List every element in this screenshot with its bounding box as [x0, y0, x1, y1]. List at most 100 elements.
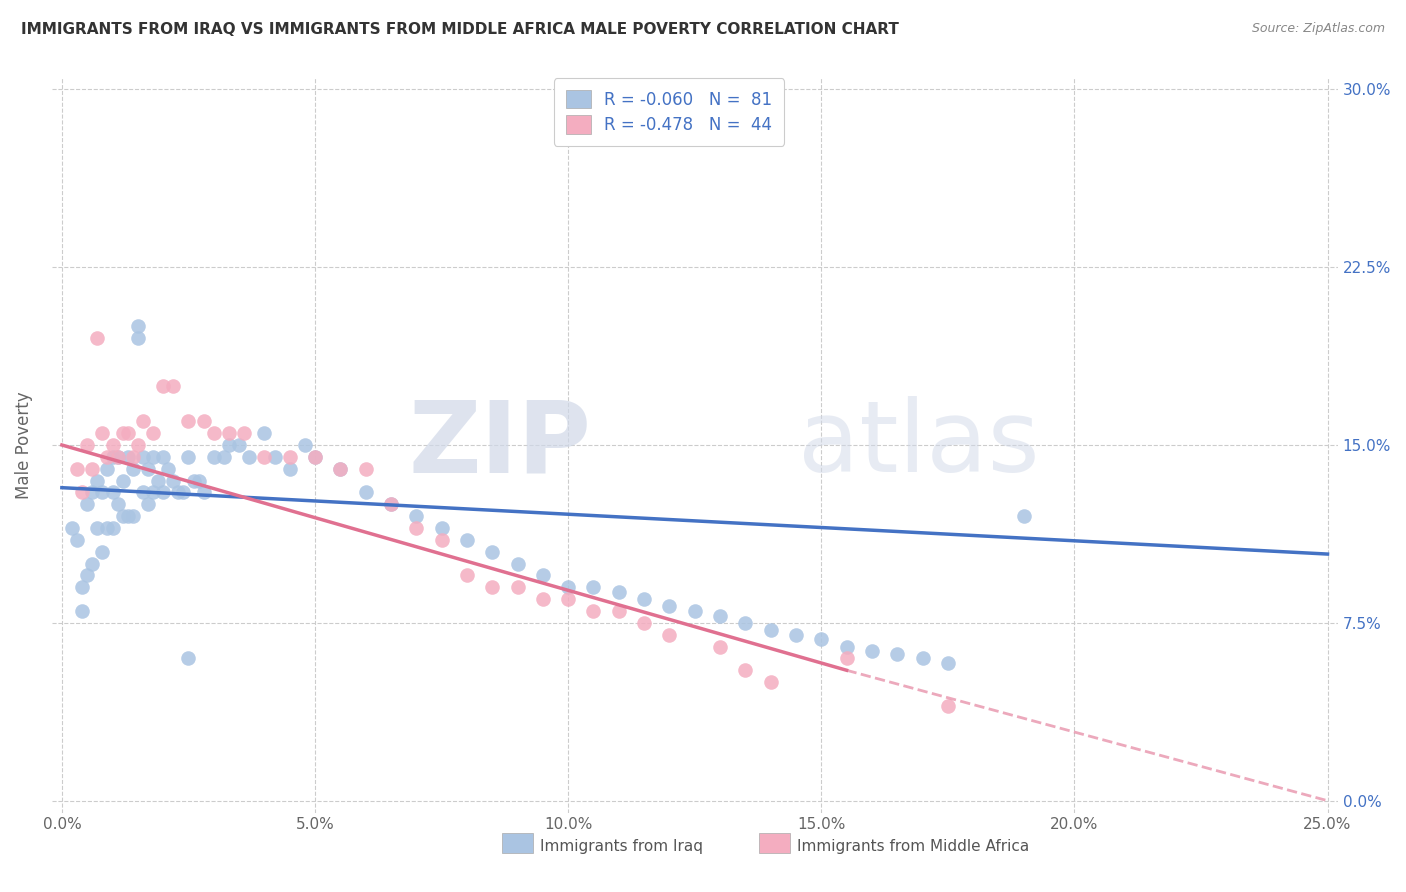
Point	[456, 533, 478, 547]
Point	[70, 580, 93, 594]
Point	[142, 426, 165, 441]
Point	[835, 640, 858, 654]
Point	[101, 450, 124, 464]
Point	[531, 568, 554, 582]
Point	[162, 378, 184, 392]
Point	[860, 644, 883, 658]
Point	[132, 450, 155, 464]
Point	[127, 331, 149, 345]
Point	[132, 414, 155, 428]
Point	[152, 485, 174, 500]
Text: Immigrants from Middle Africa: Immigrants from Middle Africa	[797, 839, 1029, 854]
Point	[607, 604, 630, 618]
Point	[96, 521, 118, 535]
Point	[152, 378, 174, 392]
Point	[658, 599, 681, 614]
Point	[238, 450, 260, 464]
Point	[101, 438, 124, 452]
Point	[304, 450, 326, 464]
Point	[202, 426, 225, 441]
Point	[132, 485, 155, 500]
Point	[936, 656, 959, 670]
Point	[278, 461, 301, 475]
Point	[835, 651, 858, 665]
Point	[101, 485, 124, 500]
Point	[683, 604, 706, 618]
Point	[177, 450, 200, 464]
Legend: R = -0.060   N =  81, R = -0.478   N =  44: R = -0.060 N = 81, R = -0.478 N = 44	[554, 78, 785, 145]
Point	[117, 450, 139, 464]
Point	[91, 544, 114, 558]
Point	[633, 615, 655, 630]
Point	[76, 438, 98, 452]
Point	[329, 461, 352, 475]
Point	[152, 450, 174, 464]
Point	[111, 474, 134, 488]
Y-axis label: Male Poverty: Male Poverty	[15, 392, 32, 499]
Point	[202, 450, 225, 464]
Text: Source: ZipAtlas.com: Source: ZipAtlas.com	[1251, 22, 1385, 36]
Point	[76, 568, 98, 582]
Point	[76, 497, 98, 511]
Point	[121, 461, 143, 475]
Point	[911, 651, 934, 665]
Point	[136, 461, 159, 475]
Point	[187, 474, 209, 488]
Point	[278, 450, 301, 464]
Point	[107, 497, 129, 511]
Point	[304, 450, 326, 464]
Point	[759, 623, 782, 637]
Point	[117, 426, 139, 441]
Point	[66, 533, 89, 547]
Point	[70, 485, 93, 500]
Point	[263, 450, 285, 464]
Text: IMMIGRANTS FROM IRAQ VS IMMIGRANTS FROM MIDDLE AFRICA MALE POVERTY CORRELATION C: IMMIGRANTS FROM IRAQ VS IMMIGRANTS FROM …	[21, 22, 898, 37]
Point	[142, 450, 165, 464]
Point	[193, 485, 215, 500]
Point	[430, 533, 453, 547]
Point	[177, 414, 200, 428]
Text: ZIP: ZIP	[409, 396, 592, 493]
Point	[253, 450, 276, 464]
Point	[117, 509, 139, 524]
Point	[101, 521, 124, 535]
Point	[66, 461, 89, 475]
Point	[111, 426, 134, 441]
Point	[96, 461, 118, 475]
Point	[456, 568, 478, 582]
Point	[658, 628, 681, 642]
Point	[218, 438, 240, 452]
Point	[86, 474, 108, 488]
Point	[121, 509, 143, 524]
Point	[96, 450, 118, 464]
Point	[582, 604, 605, 618]
Point	[183, 474, 205, 488]
Point	[193, 414, 215, 428]
Point	[107, 450, 129, 464]
Point	[86, 331, 108, 345]
Point	[531, 592, 554, 607]
Point	[405, 509, 427, 524]
Point	[111, 509, 134, 524]
Point	[127, 438, 149, 452]
Point	[86, 521, 108, 535]
Point	[228, 438, 250, 452]
Point	[1012, 509, 1035, 524]
Point	[177, 651, 200, 665]
Point	[91, 426, 114, 441]
Point	[354, 461, 377, 475]
Text: atlas: atlas	[797, 396, 1039, 493]
Point	[405, 521, 427, 535]
Point	[380, 497, 402, 511]
Point	[506, 557, 529, 571]
Point	[481, 580, 503, 594]
Point	[607, 585, 630, 599]
Point	[481, 544, 503, 558]
Point	[810, 632, 832, 647]
Point	[82, 557, 104, 571]
Point	[582, 580, 605, 594]
Point	[167, 485, 190, 500]
Point	[82, 461, 104, 475]
Point	[329, 461, 352, 475]
Point	[82, 485, 104, 500]
